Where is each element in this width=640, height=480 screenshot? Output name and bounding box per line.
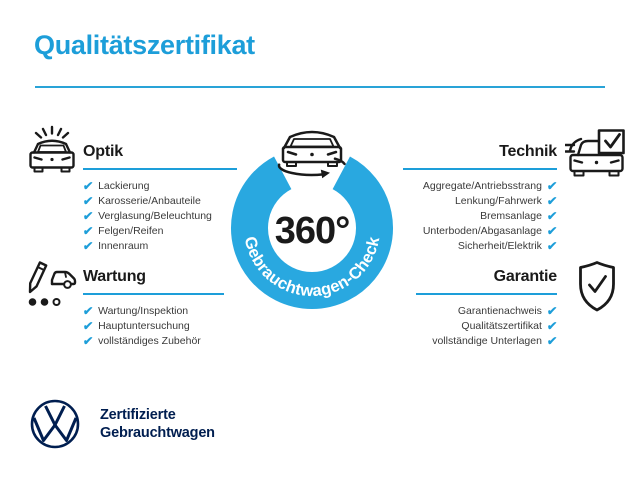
list-item: ✔ Lenkung/Fahrwerk [454,194,558,208]
list-item: ✔ Lackierung [82,179,150,193]
check-icon: ✔ [546,224,558,238]
car-checkbox-icon [565,129,627,179]
shield-check-icon [574,259,620,315]
check-icon: ✔ [82,179,94,193]
section-title-garantie: Garantie [493,268,558,285]
check-icon: ✔ [82,209,94,223]
list-item: ✔ Karosserie/Anbauteile [82,194,201,208]
list-item: ✔ Bremsanlage [480,209,558,223]
list-item: ✔ Sicherheit/Elektrik [457,239,558,253]
check-icon: ✔ [82,194,94,208]
section-garantie: Garantie ✔ Garantienachweis ✔ Qualitätszer… [382,268,558,349]
section-wartung: Wartung ✔ Wartung/Inspektion ✔ Hauptunters… [82,268,258,349]
footer-line2: Gebrauchtwagen [100,425,215,441]
section-divider [416,293,557,295]
checklist-wartung: ✔ Wartung/Inspektion ✔ Hauptuntersuchung ✔… [82,304,258,349]
checklist-optik: ✔ Lackierung ✔ Karosserie/Anbauteile ✔ Verg… [82,179,258,254]
list-item: ✔ Verglasung/Beleuchtung [82,209,212,223]
list-item: ✔ vollständiges Zubehör [82,334,201,348]
list-item: ✔ vollständige Unterlagen [432,334,558,348]
check-icon: ✔ [546,319,558,333]
footer-wordmark: Zertifizierte Gebrauchtwagen [100,406,215,442]
check-icon: ✔ [82,224,94,238]
vw-logo [29,398,81,450]
pencil-car-icon [23,258,77,308]
section-divider [403,168,557,170]
check-icon: ✔ [546,194,558,208]
section-divider [83,293,224,295]
check-icon: ✔ [546,334,558,348]
section-title-optik: Optik [83,143,123,160]
check-icon: ✔ [546,209,558,223]
header-divider [35,86,605,88]
page-title: Qualitätszertifikat [34,30,255,60]
checklist-garantie: ✔ Garantienachweis ✔ Qualitätszertifikat ✔… [382,304,558,349]
section-title-technik: Technik [499,143,557,160]
list-item: ✔ Unterboden/Abgasanlage [422,224,558,238]
list-item: ✔ Aggregate/Antriebsstrang [422,179,558,193]
ring-shape [231,156,393,309]
check-icon: ✔ [546,179,558,193]
360-value: 360° [275,210,350,252]
list-item: ✔ Innenraum [82,239,149,253]
section-optik: Optik ✔ Lackierung ✔ Karosserie/Anbauteile… [82,143,258,254]
check-icon: ✔ [82,334,94,348]
list-item: ✔ Hauptuntersuchung [82,319,190,333]
check-icon: ✔ [82,304,94,318]
section-title-wartung: Wartung [83,268,146,285]
car-rotation-icon [277,130,346,179]
check-icon: ✔ [82,239,94,253]
footer-line1: Zertifizierte [100,407,176,423]
list-item: ✔ Garantienachweis [457,304,558,318]
car-shine-icon [26,125,78,175]
check-icon: ✔ [82,319,94,333]
360-check-badge: Gebrauchtwagen-Check 360° [222,116,402,321]
check-icon: ✔ [546,239,558,253]
section-technik: Technik ✔ Aggregate/Antriebsstrang ✔ Lenku… [382,143,558,254]
check-icon: ✔ [546,304,558,318]
list-item: ✔ Felgen/Reifen [82,224,164,238]
section-divider [83,168,237,170]
list-item: ✔ Qualitätszertifikat [461,319,558,333]
checklist-technik: ✔ Aggregate/Antriebsstrang ✔ Lenkung/Fahrw… [382,179,558,254]
list-item: ✔ Wartung/Inspektion [82,304,189,318]
